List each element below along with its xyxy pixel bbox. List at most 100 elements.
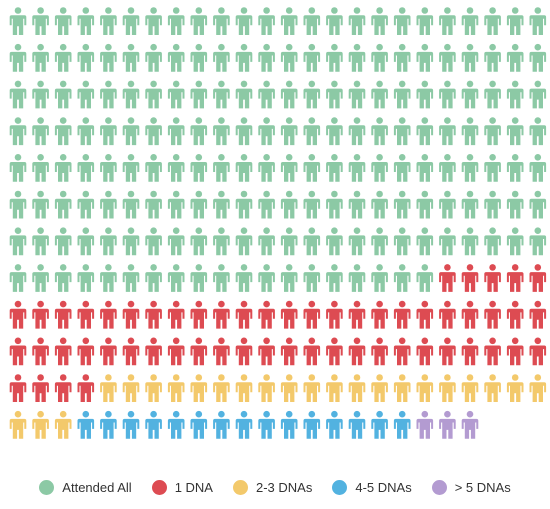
person-icon	[145, 337, 162, 366]
person-icon	[280, 154, 298, 182]
person-icon	[371, 300, 388, 329]
person-icon	[326, 43, 343, 72]
person-icon	[213, 154, 230, 182]
person-icon	[393, 117, 411, 146]
person-icon	[167, 43, 185, 72]
person-icon	[393, 300, 411, 329]
person-icon	[145, 80, 162, 109]
person-icon	[258, 410, 275, 439]
person-icon	[145, 117, 162, 146]
person-icon	[484, 80, 501, 109]
person-icon	[100, 7, 117, 35]
person-icon	[258, 43, 275, 72]
person-icon	[54, 7, 72, 35]
person-icon	[32, 410, 49, 439]
person-icon	[416, 337, 434, 366]
person-icon	[32, 117, 49, 146]
person-icon	[145, 410, 162, 439]
person-icon	[439, 80, 456, 109]
person-icon	[77, 43, 95, 72]
person-icon	[326, 410, 343, 439]
person-icon	[371, 337, 388, 366]
person-icon	[348, 227, 366, 256]
person-icon	[393, 43, 411, 72]
person-icon	[371, 43, 388, 72]
person-icon	[371, 80, 388, 109]
person-icon	[461, 374, 479, 402]
person-icon	[506, 264, 524, 292]
person-icon	[348, 337, 366, 366]
person-icon	[9, 264, 27, 292]
person-icon	[280, 190, 298, 219]
person-icon	[122, 7, 140, 35]
person-icon	[77, 337, 95, 366]
person-icon	[484, 264, 501, 292]
person-icon	[77, 374, 95, 402]
person-icon	[484, 300, 501, 329]
person-icon	[416, 117, 434, 146]
person-icon	[280, 80, 298, 109]
person-icon	[348, 7, 366, 35]
person-icon	[213, 300, 230, 329]
person-icon	[235, 43, 253, 72]
person-icon	[190, 43, 208, 72]
person-icon	[213, 337, 230, 366]
person-icon	[190, 300, 208, 329]
person-icon	[213, 264, 230, 292]
legend-item-2-3-dnas: 2-3 DNAs	[232, 479, 313, 495]
person-icon	[348, 80, 366, 109]
person-icon	[235, 80, 253, 109]
person-icon	[461, 264, 479, 292]
person-icon	[54, 410, 72, 439]
legend-item-1-dna: 1 DNA	[151, 479, 213, 495]
person-icon	[371, 264, 388, 292]
person-icon	[122, 190, 140, 219]
person-icon	[190, 117, 208, 146]
person-icon	[529, 117, 547, 146]
person-icon	[54, 337, 72, 366]
legend-label: Attended All	[62, 479, 132, 495]
person-icon	[461, 410, 479, 439]
person-icon	[326, 80, 343, 109]
person-icon	[213, 190, 230, 219]
person-icon	[9, 117, 27, 146]
person-icon	[326, 117, 343, 146]
person-icon	[145, 190, 162, 219]
person-icon	[77, 190, 95, 219]
person-icon	[348, 190, 366, 219]
person-icon	[122, 374, 140, 402]
person-icon	[529, 337, 547, 366]
legend-item-attended-all: Attended All	[39, 479, 132, 495]
person-icon	[77, 80, 95, 109]
person-icon	[190, 154, 208, 182]
legend-item-4-5-dnas: 4-5 DNAs	[332, 479, 412, 495]
person-icon	[439, 337, 456, 366]
person-icon	[235, 190, 253, 219]
person-icon	[235, 410, 253, 439]
person-icon	[506, 374, 524, 402]
person-icon	[416, 300, 434, 329]
person-icon	[167, 337, 185, 366]
person-icon	[326, 300, 343, 329]
person-icon	[167, 300, 185, 329]
person-icon	[303, 117, 321, 146]
person-icon	[258, 337, 275, 366]
person-icon	[506, 43, 524, 72]
person-icon	[280, 410, 298, 439]
person-icon	[167, 374, 185, 402]
person-icon	[326, 227, 343, 256]
person-icon	[348, 43, 366, 72]
person-icon	[393, 227, 411, 256]
legend-label: 2-3 DNAs	[255, 479, 313, 495]
person-icon	[529, 374, 547, 402]
person-icon	[439, 43, 456, 72]
person-icon	[235, 227, 253, 256]
person-icon	[506, 227, 524, 256]
person-icon	[9, 410, 27, 439]
person-icon	[280, 117, 298, 146]
person-icon	[303, 227, 321, 256]
person-icon	[439, 410, 456, 439]
person-icon	[326, 264, 343, 292]
person-icon	[100, 43, 117, 72]
person-icon	[326, 374, 343, 402]
